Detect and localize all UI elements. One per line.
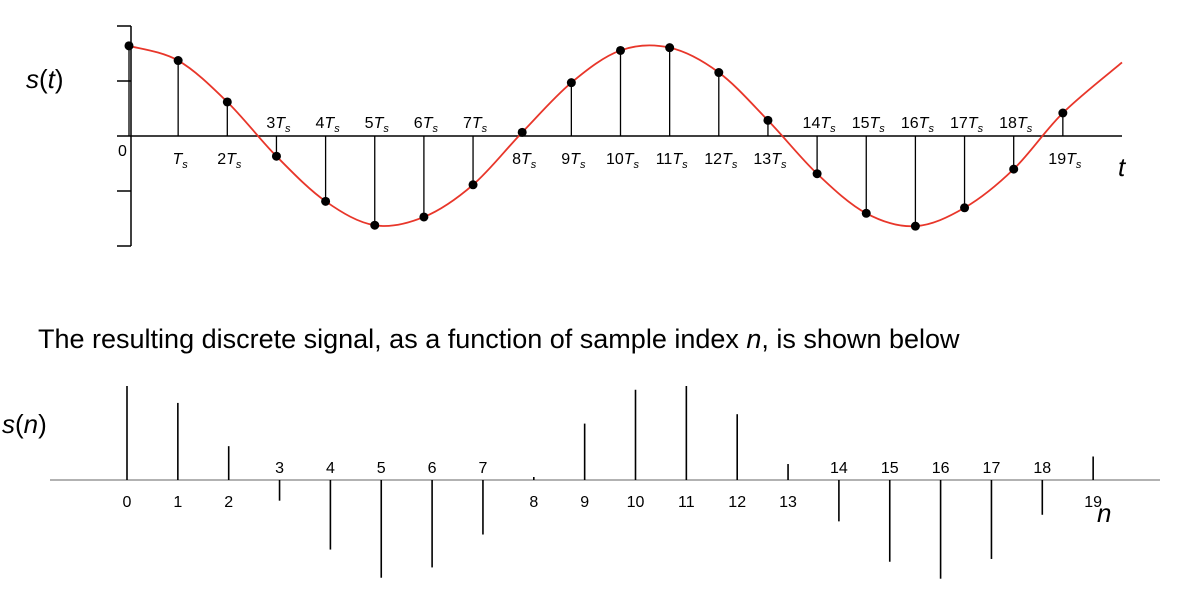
n-tick-label: 6 — [428, 460, 437, 477]
x-tick-label: 12Ts — [704, 151, 738, 171]
x-tick-label: 17Ts — [950, 115, 984, 135]
caption-text-after: , is shown below — [761, 324, 960, 354]
x-tick-label: 2Ts — [217, 151, 242, 171]
sample-point — [910, 221, 920, 231]
x-tick-label: 10Ts — [606, 151, 640, 171]
caption-variable: n — [746, 324, 761, 354]
n-tick-label: 8 — [529, 494, 538, 511]
sample-point — [861, 208, 871, 218]
n-tick-label: 12 — [728, 494, 746, 511]
sample-point — [419, 212, 429, 222]
x-tick-label: 6Ts — [414, 115, 439, 135]
sample-point — [370, 220, 380, 230]
n-tick-label: 3 — [275, 460, 284, 477]
x-tick-label: 13Ts — [753, 151, 787, 171]
caption-text-before: The resulting discrete signal, as a func… — [38, 324, 746, 354]
sample-point — [173, 56, 183, 66]
sample-point — [1058, 108, 1068, 118]
x-tick-label: Ts — [173, 151, 189, 171]
n-tick-label: 0 — [123, 494, 132, 511]
sample-point — [665, 43, 675, 53]
n-tick-label: 5 — [377, 460, 386, 477]
x-tick-label: 5Ts — [365, 115, 390, 135]
n-tick-label: 7 — [478, 460, 487, 477]
continuous-signal-chart: Ts 2Ts 3Ts 4Ts 5Ts 6Ts 7Ts 8Ts 9Ts 10Ts 11Ts 12Ts 13… — [26, 25, 1127, 247]
x-tick-label: 18Ts — [999, 115, 1033, 135]
x-tick-label: 16Ts — [901, 115, 935, 135]
sample-point — [812, 169, 822, 179]
n-tick-label: 13 — [779, 494, 797, 511]
sample-point — [468, 180, 478, 190]
n-tick-label: 19 — [1084, 494, 1102, 511]
sample-point — [1009, 164, 1019, 174]
x-tick-label: 4Ts — [316, 115, 341, 135]
discrete-y-axis-label: s(n) — [2, 409, 47, 439]
n-tick-label: 4 — [326, 460, 335, 477]
x-tick-label: 7Ts — [463, 115, 488, 135]
sample-point — [616, 45, 625, 55]
x-tick-label: 8Ts — [512, 151, 537, 171]
x-axis-label: t — [1118, 152, 1127, 182]
sample-point — [714, 68, 724, 78]
x-tick-label: 15Ts — [852, 115, 886, 135]
n-tick-label: 2 — [224, 494, 233, 511]
x-tick-label: 19Ts — [1048, 151, 1082, 171]
sample-point — [222, 97, 232, 107]
sample-point — [321, 196, 331, 206]
discrete-x-axis-label: n — [1097, 498, 1111, 528]
sample-point — [124, 41, 134, 51]
n-tick-label: 18 — [1033, 460, 1051, 477]
x-tick-label: 14Ts — [803, 115, 837, 135]
origin-label: 0 — [118, 143, 127, 160]
sample-point — [271, 151, 281, 161]
y-axis-label: s(t) — [26, 64, 64, 94]
sample-point — [566, 78, 576, 88]
n-tick-label: 14 — [830, 460, 848, 477]
n-tick-label: 16 — [932, 460, 950, 477]
sample-point — [960, 203, 970, 213]
x-tick-label: 9Ts — [561, 151, 586, 171]
sample-point — [517, 127, 527, 137]
x-tick-label: 11Ts — [656, 151, 688, 171]
caption: The resulting discrete signal, as a func… — [38, 324, 960, 354]
n-tick-label: 9 — [580, 494, 589, 511]
sample-point — [763, 115, 773, 125]
n-tick-label: 11 — [678, 494, 695, 511]
n-tick-label: 1 — [173, 494, 182, 511]
n-tick-label: 17 — [983, 460, 1001, 477]
n-tick-label: 15 — [881, 460, 899, 477]
n-tick-label: 10 — [627, 494, 645, 511]
x-tick-label: 3Ts — [266, 115, 291, 135]
